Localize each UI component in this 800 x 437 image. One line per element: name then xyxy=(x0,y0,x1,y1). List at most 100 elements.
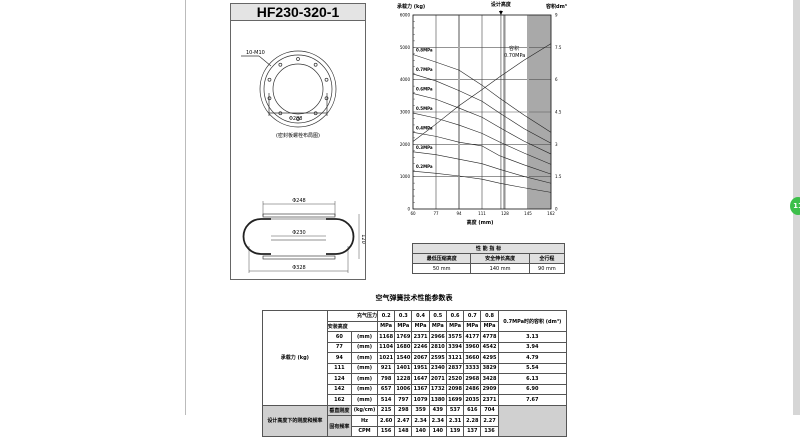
volume-cell: 7.67 xyxy=(497,394,568,406)
pressure-curve xyxy=(412,170,552,193)
table-cell: 514 xyxy=(376,394,396,406)
y2-tick-label: 3 xyxy=(555,142,558,147)
perf-title: 性 能 指 标 xyxy=(412,243,565,254)
table-cell: 1647 xyxy=(411,373,430,385)
table-cell: 4177 xyxy=(463,331,482,343)
plot-frame xyxy=(412,14,552,210)
volume-cell: 6.13 xyxy=(497,373,568,385)
pressure-curve xyxy=(412,93,552,155)
volume-cell: 3.13 xyxy=(497,331,568,343)
pressure-curve xyxy=(412,132,552,175)
table-cell: 2098 xyxy=(445,383,465,395)
y-axis-label: 承载力 (kg) xyxy=(396,3,425,10)
table-cell: 1540 xyxy=(394,352,413,364)
volume-header: 0.7MPa时的容积 (dm³) xyxy=(497,310,568,332)
perf-value: 90 mm xyxy=(528,263,566,274)
table-cell: 1367 xyxy=(411,383,430,395)
corner-header: 充气压力 xyxy=(326,310,379,322)
height-cell: 142 xyxy=(326,383,353,395)
pressure-header: 0.6 xyxy=(445,310,465,322)
table-cell: 2.34 xyxy=(411,415,430,427)
table-cell: 2035 xyxy=(463,394,482,406)
pressure-curve xyxy=(412,112,552,165)
design-height-label: 设计高度 xyxy=(491,1,512,8)
table-cell: 439 xyxy=(428,404,447,416)
table-cell: 1021 xyxy=(376,352,396,364)
table-cell: 2.27 xyxy=(480,415,499,427)
bolt-hole xyxy=(296,57,300,61)
table-cell: 2966 xyxy=(428,331,447,343)
table-cell: 1104 xyxy=(376,341,396,353)
bolt-hole xyxy=(324,96,329,101)
x-tick-label: 145 xyxy=(524,211,532,216)
pressure-header: 0.4 xyxy=(411,310,430,322)
table-cell: 921 xyxy=(376,362,396,374)
table-cell: 2.34 xyxy=(428,415,447,427)
model-title: HF230-320-1 xyxy=(231,4,365,21)
table-title: 空气弹簧技术性能参数表 xyxy=(375,294,453,302)
design-label-cell: 设计高度下的刚度和频率 xyxy=(262,404,328,437)
table-cell: 798 xyxy=(376,373,396,385)
height-cell: 162 xyxy=(326,394,353,406)
pressure-header: 0.2 xyxy=(376,310,396,322)
table-cell: 2486 xyxy=(463,383,482,395)
table-cell: 2909 xyxy=(480,383,499,395)
series-label: 0.5MPa xyxy=(416,106,433,111)
table-cell: 148 xyxy=(394,425,413,437)
height-dimension: 120 xyxy=(360,234,365,244)
design-height-marker xyxy=(498,11,503,15)
pressure-curve xyxy=(412,54,552,133)
y2-tick-label: 0 xyxy=(555,207,558,212)
unit-cell: (mm) xyxy=(351,362,378,374)
perf-header: 安全伸长高度 xyxy=(470,253,530,264)
bolt-hole xyxy=(267,77,272,82)
unit-cell: (mm) xyxy=(351,331,378,343)
table-cell: 4542 xyxy=(480,341,499,353)
height-cell: 111 xyxy=(326,362,353,374)
bolt-hole xyxy=(324,77,329,82)
unit-header: MPa xyxy=(463,320,482,332)
pressure-header: 0.3 xyxy=(394,310,413,322)
volume-cell: 5.54 xyxy=(497,362,568,374)
y2-tick-label: 9 xyxy=(555,13,558,18)
flange-diameter: Φ288 xyxy=(289,116,302,122)
table-cell: 1699 xyxy=(445,394,465,406)
mid-diameter: Φ230 xyxy=(292,230,305,236)
outer-diameter: Φ328 xyxy=(292,265,305,271)
x-tick-label: 60 xyxy=(410,211,416,216)
side-view xyxy=(242,201,360,273)
pressure-curve xyxy=(412,151,552,184)
table-cell: 2.28 xyxy=(463,415,482,427)
table-cell: 1401 xyxy=(394,362,413,374)
table-cell: 1079 xyxy=(411,394,430,406)
performance-table: 性 能 指 标 最低压缩高度 安全伸长高度 全行程 50 mm 140 mm 90 mm xyxy=(411,243,566,274)
height-cell: 124 xyxy=(326,373,353,385)
unit-cell: (mm) xyxy=(351,352,378,364)
series-label: 0.2MPa xyxy=(416,164,433,169)
x-tick-label: 77 xyxy=(433,211,439,216)
perf-header: 全行程 xyxy=(528,253,566,264)
flange-view xyxy=(241,50,337,128)
bolt-hole xyxy=(267,96,272,101)
unit-header: MPa xyxy=(394,320,413,332)
y-tick-label: 1000 xyxy=(400,174,411,179)
bolt-hole xyxy=(313,62,318,67)
x-axis-label: 高度 (mm) xyxy=(467,219,494,226)
table-cell: 137 xyxy=(463,425,482,437)
table-cell: 616 xyxy=(463,404,482,416)
page-badge-button[interactable]: 11 xyxy=(790,197,800,215)
y-tick-label: 5000 xyxy=(400,45,411,50)
table-cell: 298 xyxy=(394,404,413,416)
pressure-header: 0.7 xyxy=(463,310,482,322)
technical-drawing: 10-M10 Φ288 (密封板螺栓布局图) Φ248 Φ230 Φ328 12… xyxy=(241,50,365,273)
bolt-label: 10-M10 xyxy=(246,50,265,56)
drawing-panel xyxy=(230,3,366,280)
unit-header: MPa xyxy=(376,320,396,332)
top-diameter: Φ248 xyxy=(292,198,305,204)
unit-header: MPa xyxy=(411,320,430,332)
table-cell: 3960 xyxy=(463,341,482,353)
y-tick-label: 2000 xyxy=(400,142,411,147)
table-cell: 140 xyxy=(411,425,430,437)
volume-label: 容积 xyxy=(509,45,519,52)
table-cell: 704 xyxy=(480,404,499,416)
